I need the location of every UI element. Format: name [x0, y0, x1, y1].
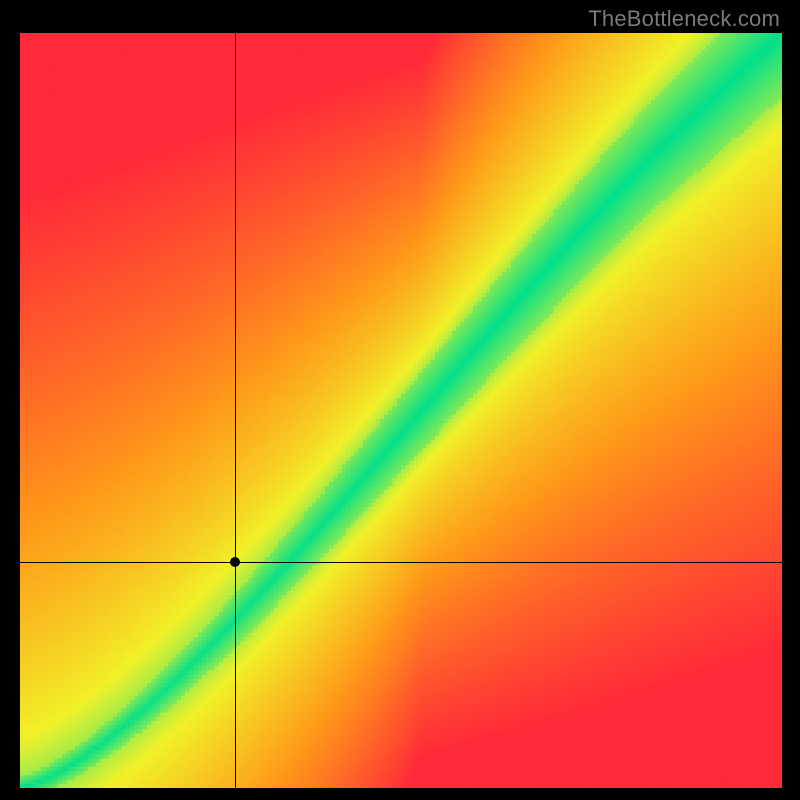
heatmap-canvas	[20, 33, 782, 788]
crosshair-vertical	[235, 33, 236, 788]
crosshair-marker-dot	[230, 557, 240, 567]
crosshair-horizontal	[20, 562, 782, 563]
watermark-text: TheBottleneck.com	[588, 6, 780, 32]
heatmap-plot	[20, 33, 782, 788]
